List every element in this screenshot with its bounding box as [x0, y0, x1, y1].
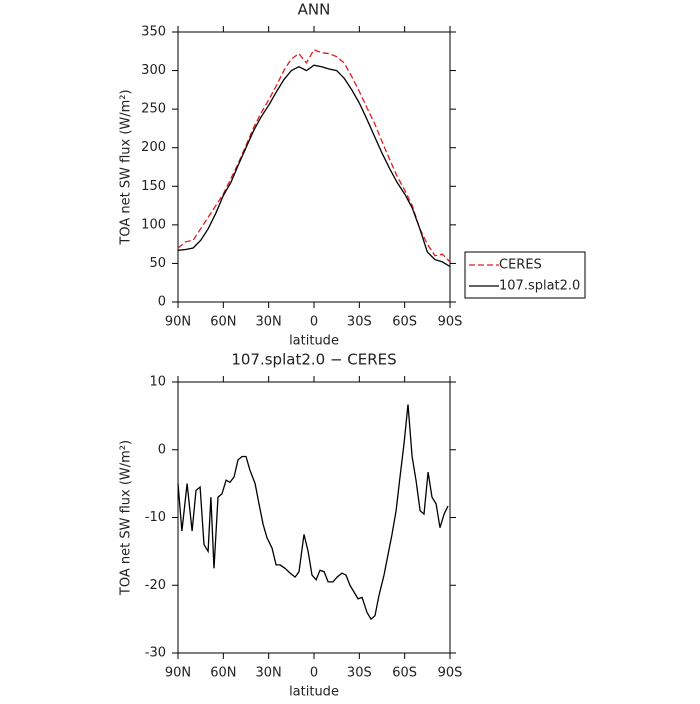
y-tick-label: 150 [141, 179, 166, 194]
data-line [177, 404, 449, 621]
x-tick-label: 60N [210, 666, 236, 681]
x-tick-label: 90S [438, 315, 463, 330]
y-axis-label: TOA net SW flux (W/m²) [119, 440, 134, 596]
data-line [177, 48, 451, 263]
x-tick-label: 60N [210, 315, 236, 330]
y-tick-label: 0 [158, 295, 166, 310]
x-tick-label: 60S [392, 666, 417, 681]
x-tick-label: 30N [256, 315, 282, 330]
y-tick-label: -10 [145, 510, 166, 525]
chart-title: 107.splat2.0 − CERES [231, 351, 396, 369]
x-tick-label: 60S [392, 315, 417, 330]
chart-title: ANN [298, 1, 331, 19]
legend-label: CERES [499, 258, 542, 273]
data-line [177, 64, 451, 268]
y-tick-label: -20 [145, 578, 166, 593]
x-tick-label: 90S [438, 666, 463, 681]
y-tick-label: 10 [149, 375, 166, 390]
y-tick-label: 350 [141, 25, 166, 40]
y-axis-label: TOA net SW flux (W/m²) [119, 89, 134, 245]
x-tick-label: 30S [347, 315, 372, 330]
y-tick-label: 50 [149, 256, 166, 271]
x-axis-label: latitude [289, 685, 339, 700]
x-tick-label: 0 [310, 315, 318, 330]
y-tick-label: 250 [141, 102, 166, 117]
y-tick-label: 0 [158, 442, 166, 457]
legend-label: 107.splat2.0 [499, 279, 580, 294]
x-tick-label: 90N [165, 666, 191, 681]
x-tick-label: 30S [347, 666, 372, 681]
plot-frame [177, 31, 451, 303]
y-tick-label: 200 [141, 140, 166, 155]
x-tick-label: 0 [310, 666, 318, 681]
x-axis-label: latitude [289, 334, 339, 349]
y-tick-label: 100 [141, 217, 166, 232]
legend-box [464, 251, 586, 299]
y-tick-label: 300 [141, 63, 166, 78]
y-tick-label: -30 [145, 646, 166, 661]
x-tick-label: 30N [256, 666, 282, 681]
x-tick-label: 90N [165, 315, 191, 330]
